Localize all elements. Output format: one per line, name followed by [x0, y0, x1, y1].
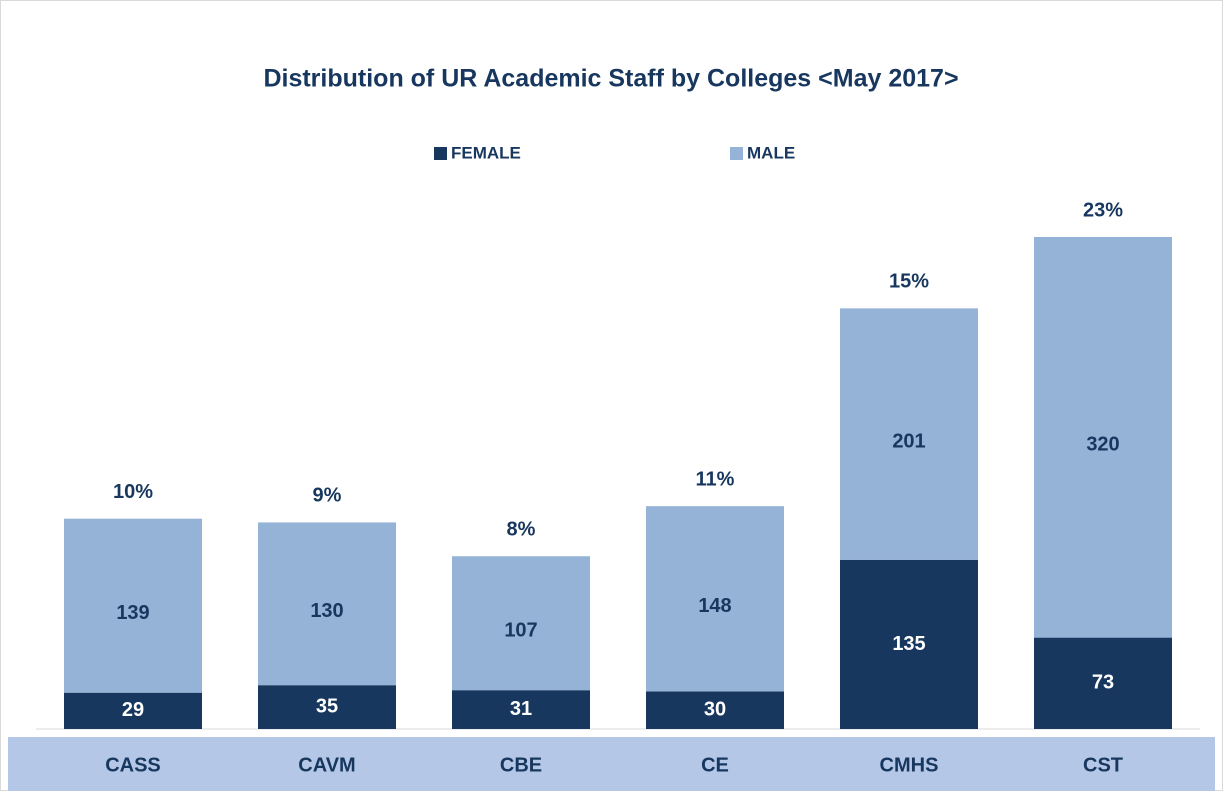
bar-segment	[1034, 237, 1172, 638]
category-band	[8, 737, 1215, 791]
x-tick-label: CST	[1083, 754, 1123, 776]
value-label: 201	[892, 430, 925, 452]
value-label: 148	[698, 595, 731, 617]
percent-label: 10%	[113, 481, 153, 503]
value-label: 320	[1086, 434, 1119, 456]
percent-label: 9%	[313, 485, 342, 507]
legend-label: FEMALE	[451, 143, 521, 162]
x-tick-label: CE	[701, 754, 729, 776]
value-label: 139	[116, 602, 149, 624]
percent-label: 23%	[1083, 199, 1123, 221]
x-tick-label: CMHS	[880, 754, 939, 776]
bar-segment	[258, 685, 396, 729]
bar-segment	[452, 690, 590, 729]
bar-segment	[258, 522, 396, 686]
bar-segment	[840, 308, 978, 560]
legend-swatch	[434, 147, 447, 160]
value-label: 107	[504, 619, 537, 641]
value-label: 29	[122, 699, 144, 721]
value-label: 135	[892, 633, 925, 655]
bar-segment	[840, 559, 978, 729]
legend-swatch	[730, 147, 743, 160]
bar-segment	[646, 691, 784, 729]
chart-title: Distribution of UR Academic Staff by Col…	[263, 65, 958, 93]
bar-segment	[1034, 637, 1172, 729]
percent-label: 11%	[696, 468, 735, 490]
bar-segment	[64, 692, 202, 729]
value-label: 30	[704, 699, 726, 721]
percent-label: 8%	[507, 519, 536, 541]
value-label: 31	[510, 698, 532, 720]
x-tick-label: CASS	[105, 754, 161, 776]
bar-segment	[452, 556, 590, 691]
percent-label: 15%	[889, 271, 929, 293]
x-tick-label: CBE	[500, 754, 542, 776]
value-label: 130	[310, 600, 343, 622]
value-label: 35	[316, 695, 338, 717]
value-label: 73	[1092, 672, 1114, 694]
bar-segment	[64, 518, 202, 693]
legend-label: MALE	[747, 143, 795, 162]
x-tick-label: CAVM	[298, 754, 355, 776]
bar-segment	[646, 506, 784, 692]
